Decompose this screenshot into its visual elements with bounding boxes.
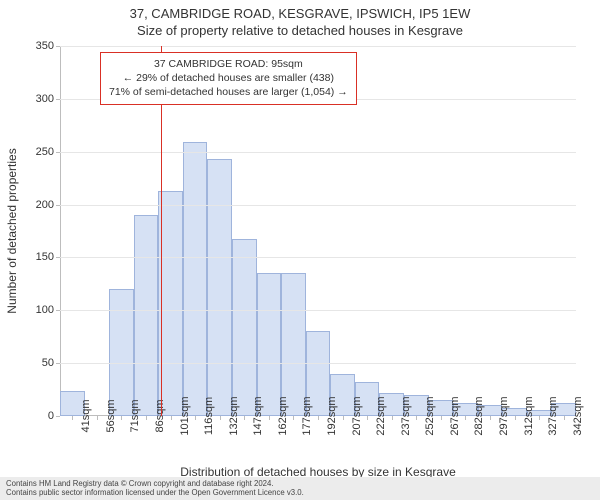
callout-line3: 71% of semi-detached houses are larger (… xyxy=(109,85,348,99)
x-tick-label: 116sqm xyxy=(199,397,215,435)
y-tick-label: 50 xyxy=(42,357,60,369)
x-tick-label: 162sqm xyxy=(273,396,289,435)
footer-line1: Contains HM Land Registry data © Crown c… xyxy=(6,479,594,489)
x-tick-label: 267sqm xyxy=(445,396,461,435)
footer: Contains HM Land Registry data © Crown c… xyxy=(0,477,600,500)
x-tick-label: 86sqm xyxy=(150,399,166,432)
y-tick-label: 100 xyxy=(36,304,60,316)
callout-line1: 37 CAMBRIDGE ROAD: 95sqm xyxy=(109,57,348,71)
x-tick-mark xyxy=(293,416,294,420)
x-tick-mark xyxy=(416,416,417,420)
y-tick-label: 300 xyxy=(36,93,60,105)
x-tick-mark xyxy=(318,416,319,420)
grid-line xyxy=(60,205,576,206)
plot-region: 05010015020025030035041sqm56sqm71sqm86sq… xyxy=(60,46,576,416)
title-address: 37, CAMBRIDGE ROAD, KESGRAVE, IPSWICH, I… xyxy=(0,0,600,21)
x-tick-mark xyxy=(244,416,245,420)
callout-line2: ← 29% of detached houses are smaller (43… xyxy=(109,71,348,85)
x-tick-label: 282sqm xyxy=(469,396,485,435)
grid-line xyxy=(60,363,576,364)
x-tick-mark xyxy=(367,416,368,420)
x-tick-label: 41sqm xyxy=(76,399,92,432)
grid-line xyxy=(60,46,576,47)
x-tick-label: 237sqm xyxy=(396,396,412,435)
x-tick-mark xyxy=(171,416,172,420)
x-tick-mark xyxy=(121,416,122,420)
x-tick-mark xyxy=(72,416,73,420)
chart-container: 37, CAMBRIDGE ROAD, KESGRAVE, IPSWICH, I… xyxy=(0,0,600,500)
x-tick-label: 147sqm xyxy=(248,396,264,435)
x-tick-mark xyxy=(392,416,393,420)
grid-line xyxy=(60,152,576,153)
x-tick-mark xyxy=(343,416,344,420)
x-tick-label: 327sqm xyxy=(543,396,559,435)
y-tick-label: 150 xyxy=(36,251,60,263)
x-tick-mark xyxy=(146,416,147,420)
histogram-bar xyxy=(109,289,134,416)
grid-line xyxy=(60,310,576,311)
histogram-bar xyxy=(257,273,282,416)
x-tick-label: 342sqm xyxy=(568,396,584,435)
y-tick-label: 0 xyxy=(48,410,60,422)
x-tick-mark xyxy=(515,416,516,420)
grid-line xyxy=(60,257,576,258)
x-tick-mark xyxy=(539,416,540,420)
x-tick-mark xyxy=(220,416,221,420)
y-tick-label: 250 xyxy=(36,146,60,158)
x-tick-mark xyxy=(564,416,565,420)
x-tick-label: 132sqm xyxy=(224,396,240,435)
x-tick-mark xyxy=(97,416,98,420)
x-tick-label: 297sqm xyxy=(494,396,510,435)
title-subtitle: Size of property relative to detached ho… xyxy=(0,21,600,38)
x-tick-mark xyxy=(195,416,196,420)
x-tick-mark xyxy=(465,416,466,420)
histogram-bar xyxy=(281,273,306,416)
histogram-bar xyxy=(134,215,159,416)
x-tick-label: 177sqm xyxy=(297,396,313,435)
chart-area: 05010015020025030035041sqm56sqm71sqm86sq… xyxy=(60,46,576,416)
x-tick-mark xyxy=(269,416,270,420)
histogram-bar xyxy=(183,142,208,416)
x-tick-label: 252sqm xyxy=(420,396,436,435)
x-tick-label: 192sqm xyxy=(322,396,338,435)
x-tick-label: 71sqm xyxy=(125,399,141,432)
x-tick-label: 222sqm xyxy=(371,396,387,435)
x-tick-label: 207sqm xyxy=(347,396,363,435)
marker-callout: 37 CAMBRIDGE ROAD: 95sqm ← 29% of detach… xyxy=(100,52,357,105)
y-tick-label: 350 xyxy=(36,40,60,52)
x-tick-label: 56sqm xyxy=(101,399,117,432)
x-tick-mark xyxy=(441,416,442,420)
y-tick-label: 200 xyxy=(36,199,60,211)
y-axis-label-wrap: Number of detached properties xyxy=(12,46,26,416)
x-tick-mark xyxy=(490,416,491,420)
footer-line2: Contains public sector information licen… xyxy=(6,488,594,498)
histogram-bar xyxy=(232,239,257,416)
x-tick-label: 312sqm xyxy=(519,396,535,435)
x-tick-label: 101sqm xyxy=(175,396,191,435)
histogram-bar xyxy=(207,159,232,416)
y-axis-label: Number of detached properties xyxy=(5,148,19,313)
